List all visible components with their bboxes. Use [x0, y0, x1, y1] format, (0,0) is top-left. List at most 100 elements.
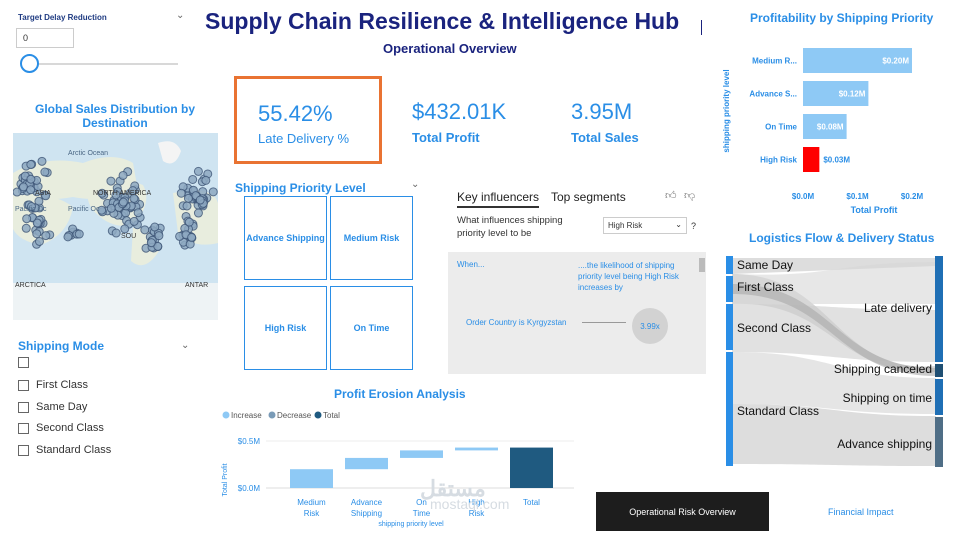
sankey-target-label: Late delivery	[864, 301, 932, 315]
node-standard-class[interactable]	[726, 352, 733, 466]
map-label-antarctica: ANTAR	[185, 282, 208, 289]
sales-bubble	[118, 197, 128, 207]
help-icon[interactable]: ?	[691, 221, 697, 231]
waterfall-ylabel: Total Profit	[222, 463, 229, 496]
sales-bubble	[106, 203, 116, 213]
sales-bubble	[188, 174, 198, 184]
logistics-title: Logistics Flow & Delivery Status	[749, 231, 935, 245]
waterfall-ytick: $0.0M	[238, 484, 261, 493]
sales-map[interactable]: Arctic Ocean ASIA NORTH AMERICA Pacific …	[13, 133, 218, 320]
influencer-bubble[interactable]: 3.99x	[632, 308, 668, 344]
map-label-south: SOU	[121, 233, 136, 240]
sales-bubble	[208, 187, 218, 197]
node-shipping-canceled[interactable]	[935, 364, 943, 377]
chevron-down-icon[interactable]: ⌄	[411, 179, 420, 190]
sales-bubble	[193, 208, 203, 218]
sales-bubble	[13, 187, 22, 197]
bar-data-label: $0.03M	[823, 156, 850, 165]
sales-bubble	[63, 232, 73, 242]
map-label-asia: ASIA	[35, 190, 51, 197]
kpi-card-late-delivery[interactable]	[234, 76, 382, 164]
bar-category-label: Medium R...	[752, 57, 797, 66]
tile-high-risk[interactable]: High Risk	[244, 286, 327, 370]
sales-bubble	[40, 167, 50, 177]
delay-slider-track[interactable]	[28, 63, 178, 65]
delay-slicer-label: Target Delay Reduction	[18, 13, 107, 22]
x-tick-label: $0.2M	[901, 192, 924, 201]
checkbox[interactable]	[18, 379, 29, 391]
kpi-total-profit-label: Total Profit	[412, 130, 480, 145]
profit-erosion-title: Profit Erosion Analysis	[334, 387, 466, 401]
map-label-north-america: NORTH AMERICA	[93, 190, 152, 197]
kpi-total-profit-value: $432.01K	[412, 99, 507, 124]
legend-decrease-swatch	[268, 411, 276, 419]
delay-value-input[interactable]: 0	[16, 28, 74, 48]
tile-on-time[interactable]: On Time	[330, 286, 413, 370]
sales-bubble	[195, 195, 205, 205]
thumbs-down-icon[interactable]: 👎︎	[684, 190, 696, 202]
shipping-mode-option[interactable]: Standard Class	[18, 444, 111, 456]
kpi-total-sales-value: 3.95M	[571, 99, 633, 124]
map-title: Global Sales Distribution by Destination	[34, 102, 196, 130]
legend-total-swatch	[314, 411, 322, 419]
sales-bubble	[26, 202, 36, 212]
page-title: Supply Chain Resilience & Intelligence H…	[205, 8, 680, 34]
shipping-mode-option[interactable]: Second Class	[18, 422, 104, 434]
panel-scrollbar[interactable]	[699, 258, 705, 272]
node-first-class[interactable]	[726, 276, 733, 302]
tab-key-influencers[interactable]: Key influencers	[457, 190, 540, 208]
waterfall-legend: Increase Decrease Total	[222, 411, 340, 420]
chevron-down-icon[interactable]: ⌄	[176, 10, 185, 21]
map-label-arctic-ocean: Arctic Ocean	[68, 150, 108, 157]
sales-bubble	[106, 176, 116, 186]
checkbox[interactable]	[18, 422, 29, 434]
sales-bubble	[34, 236, 44, 246]
sankey-source-label: Second Class	[737, 321, 811, 335]
chevron-down-icon[interactable]: ⌄	[181, 340, 190, 351]
profit-bar	[803, 114, 847, 139]
kpi-late-delivery-label: Late Delivery %	[258, 131, 350, 146]
page-subtitle: Operational Overview	[383, 41, 517, 56]
shipping-mode-option[interactable]: First Class	[18, 379, 88, 391]
node-same-day[interactable]	[726, 256, 733, 274]
sankey-source-label: Same Day	[737, 258, 793, 272]
checkbox[interactable]	[18, 401, 29, 413]
shipping-mode-option[interactable]: Same Day	[18, 401, 87, 413]
influencer-factor[interactable]: Order Country is Kyrgyzstan	[466, 318, 567, 327]
sales-bubble	[111, 190, 121, 200]
delay-slider-handle[interactable]	[20, 54, 39, 73]
kpi-late-delivery-value: 55.42%	[258, 101, 333, 126]
tab-top-segments[interactable]: Top segments	[551, 190, 626, 204]
sales-bubble	[41, 231, 51, 241]
waterfall-category-label: On	[416, 498, 427, 507]
waterfall-xlabel: shipping priority level	[378, 521, 444, 528]
waterfall-category-label: Medium	[297, 498, 326, 507]
profitability-ylabel: shipping priority level	[722, 69, 731, 152]
node-late-delivery[interactable]	[935, 256, 943, 362]
thumbs-up-icon[interactable]: 👍︎	[665, 190, 677, 202]
bar-data-label: $0.20M	[882, 57, 909, 66]
influencer-target-select[interactable]: High Risk ⌄	[603, 217, 687, 234]
checkbox[interactable]	[18, 357, 29, 368]
influencer-panel: When... ....the likelihood of shipping p…	[448, 252, 706, 374]
shipping-priority-tiles: Advance Shipping Medium Risk High Risk O…	[244, 196, 416, 372]
node-shipping-on-time[interactable]	[935, 379, 943, 415]
waterfall-ytick: $0.5M	[238, 437, 261, 446]
operational-risk-button[interactable]: Operational Risk Overview	[596, 492, 769, 531]
node-advance-shipping[interactable]	[935, 417, 943, 467]
tile-medium-risk[interactable]: Medium Risk	[330, 196, 413, 280]
sales-bubble	[21, 223, 31, 233]
profitability-title: Profitability by Shipping Priority	[750, 11, 934, 25]
bar-data-label: $0.08M	[817, 123, 844, 132]
world-map: Arctic Ocean ASIA NORTH AMERICA Pacific …	[13, 133, 218, 320]
node-second-class[interactable]	[726, 304, 733, 350]
checkbox[interactable]	[18, 444, 29, 456]
waterfall-category-label: Shipping	[351, 509, 382, 518]
financial-impact-link[interactable]: Financial Impact	[828, 507, 894, 517]
sales-bubble	[146, 238, 156, 248]
profitability-chart: shipping priority level Medium R... $0.20…	[722, 48, 924, 215]
bar-category-label: On Time	[765, 123, 797, 132]
tile-advance-shipping[interactable]: Advance Shipping	[244, 196, 327, 280]
shipping-mode-option[interactable]	[18, 357, 36, 368]
waterfall-category-label: Time	[413, 509, 431, 518]
